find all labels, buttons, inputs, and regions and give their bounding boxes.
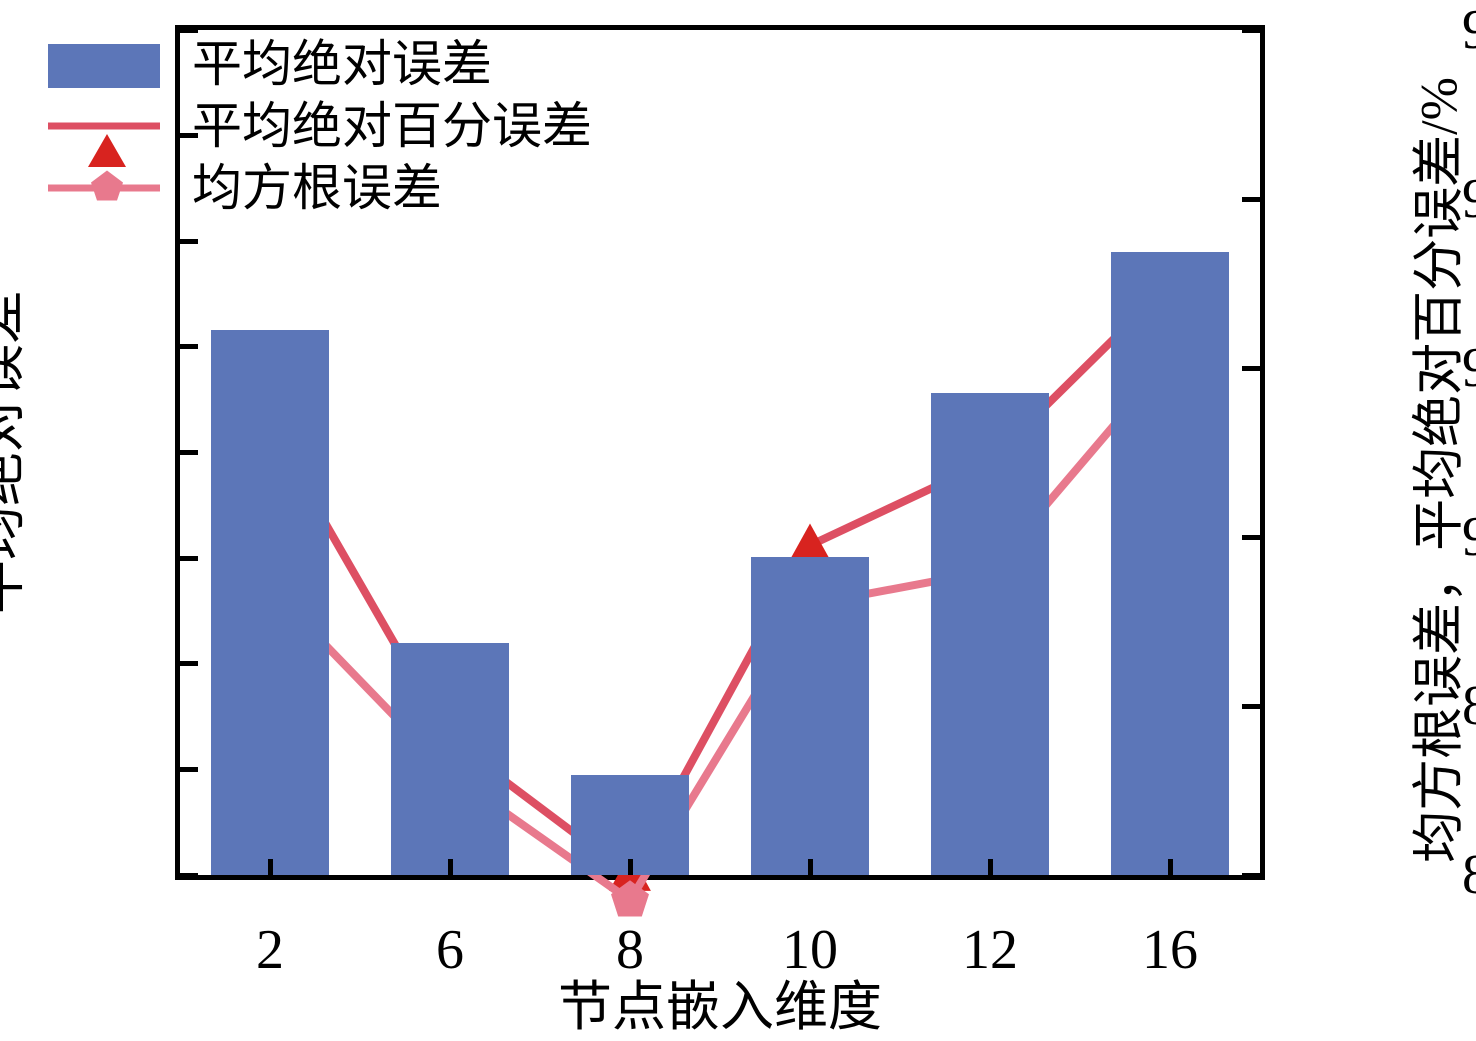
y-tick-label-right: 9.4 xyxy=(1462,168,1476,230)
x-tick-label: 10 xyxy=(782,919,838,981)
y-tick-label-right: 9.6 xyxy=(1462,0,1476,61)
legend-item-mape: 平均绝对百分误差 xyxy=(48,95,708,167)
triangle-marker-icon xyxy=(88,117,126,167)
x-tick-label: 2 xyxy=(256,919,284,981)
y-tick-left xyxy=(180,238,198,244)
bar-8 xyxy=(570,774,690,875)
chart-legend: 平均绝对误差 平均绝对百分误差 均方根误差 xyxy=(48,33,708,219)
y-tick-label-right: 8.6 xyxy=(1462,844,1476,906)
y-tick-right xyxy=(1242,534,1260,540)
x-tick-label: 8 xyxy=(616,919,644,981)
x-tick-label: 12 xyxy=(962,919,1018,981)
legend-label-rmse: 均方根误差 xyxy=(192,160,442,216)
mape-line-icon xyxy=(48,122,160,130)
y-tick-left xyxy=(180,344,198,350)
bar-12 xyxy=(930,393,1050,875)
legend-key-mape xyxy=(48,98,166,167)
legend-label-mae: 平均绝对误差 xyxy=(192,36,492,92)
bar-6 xyxy=(390,642,510,875)
y-tick-left xyxy=(180,872,198,878)
x-tick xyxy=(1167,859,1173,875)
y-tick-label-right: 8.8 xyxy=(1462,675,1476,737)
y-tick-left xyxy=(180,555,198,561)
legend-item-rmse: 均方根误差 xyxy=(48,157,708,219)
y-tick-right xyxy=(1242,872,1260,878)
y-tick-left xyxy=(180,27,198,33)
y-axis-left-title: 平均绝对误差 xyxy=(0,290,30,614)
y-tick-right xyxy=(1242,703,1260,709)
bar-2 xyxy=(210,329,330,875)
bar-10 xyxy=(750,557,870,875)
x-tick-label: 6 xyxy=(436,919,464,981)
y-tick-left xyxy=(180,766,198,772)
y-tick-right xyxy=(1242,365,1260,371)
plot-inner: 7.06.96.86.76.66.56.46.36.29.69.49.29.08… xyxy=(180,2,1476,978)
x-tick xyxy=(627,859,633,875)
y-tick-right xyxy=(1242,27,1260,33)
x-tick xyxy=(807,859,813,875)
x-axis-title: 节点嵌入维度 xyxy=(558,977,882,1037)
x-tick xyxy=(987,859,993,875)
pentagon-marker-icon xyxy=(611,880,649,917)
x-tick xyxy=(447,859,453,875)
bar-swatch-icon xyxy=(48,44,160,88)
legend-item-mae: 平均绝对误差 xyxy=(48,33,708,95)
y-tick-left xyxy=(180,661,198,667)
triangle-marker-icon xyxy=(789,523,831,562)
y-tick-left xyxy=(180,450,198,455)
pentagon-glyph xyxy=(91,170,123,201)
y-tick-right xyxy=(1242,196,1260,202)
pentagon-marker-icon xyxy=(90,170,124,207)
legend-label-mape: 平均绝对百分误差 xyxy=(192,98,592,154)
y-axis-right-title: 均方根误差，平均绝对百分误差/% xyxy=(1411,77,1469,863)
plot-area: 7.06.96.86.76.66.56.46.36.29.69.49.29.08… xyxy=(175,2,1476,978)
bar-16 xyxy=(1110,251,1230,875)
legend-key-bar xyxy=(48,36,166,92)
y-tick-label-right: 9.2 xyxy=(1462,337,1476,399)
y-tick-label-right: 9.0 xyxy=(1462,506,1476,568)
legend-key-rmse xyxy=(48,160,166,216)
x-tick-label: 16 xyxy=(1142,919,1198,981)
x-tick xyxy=(267,859,273,875)
y-tick-left xyxy=(180,133,198,139)
